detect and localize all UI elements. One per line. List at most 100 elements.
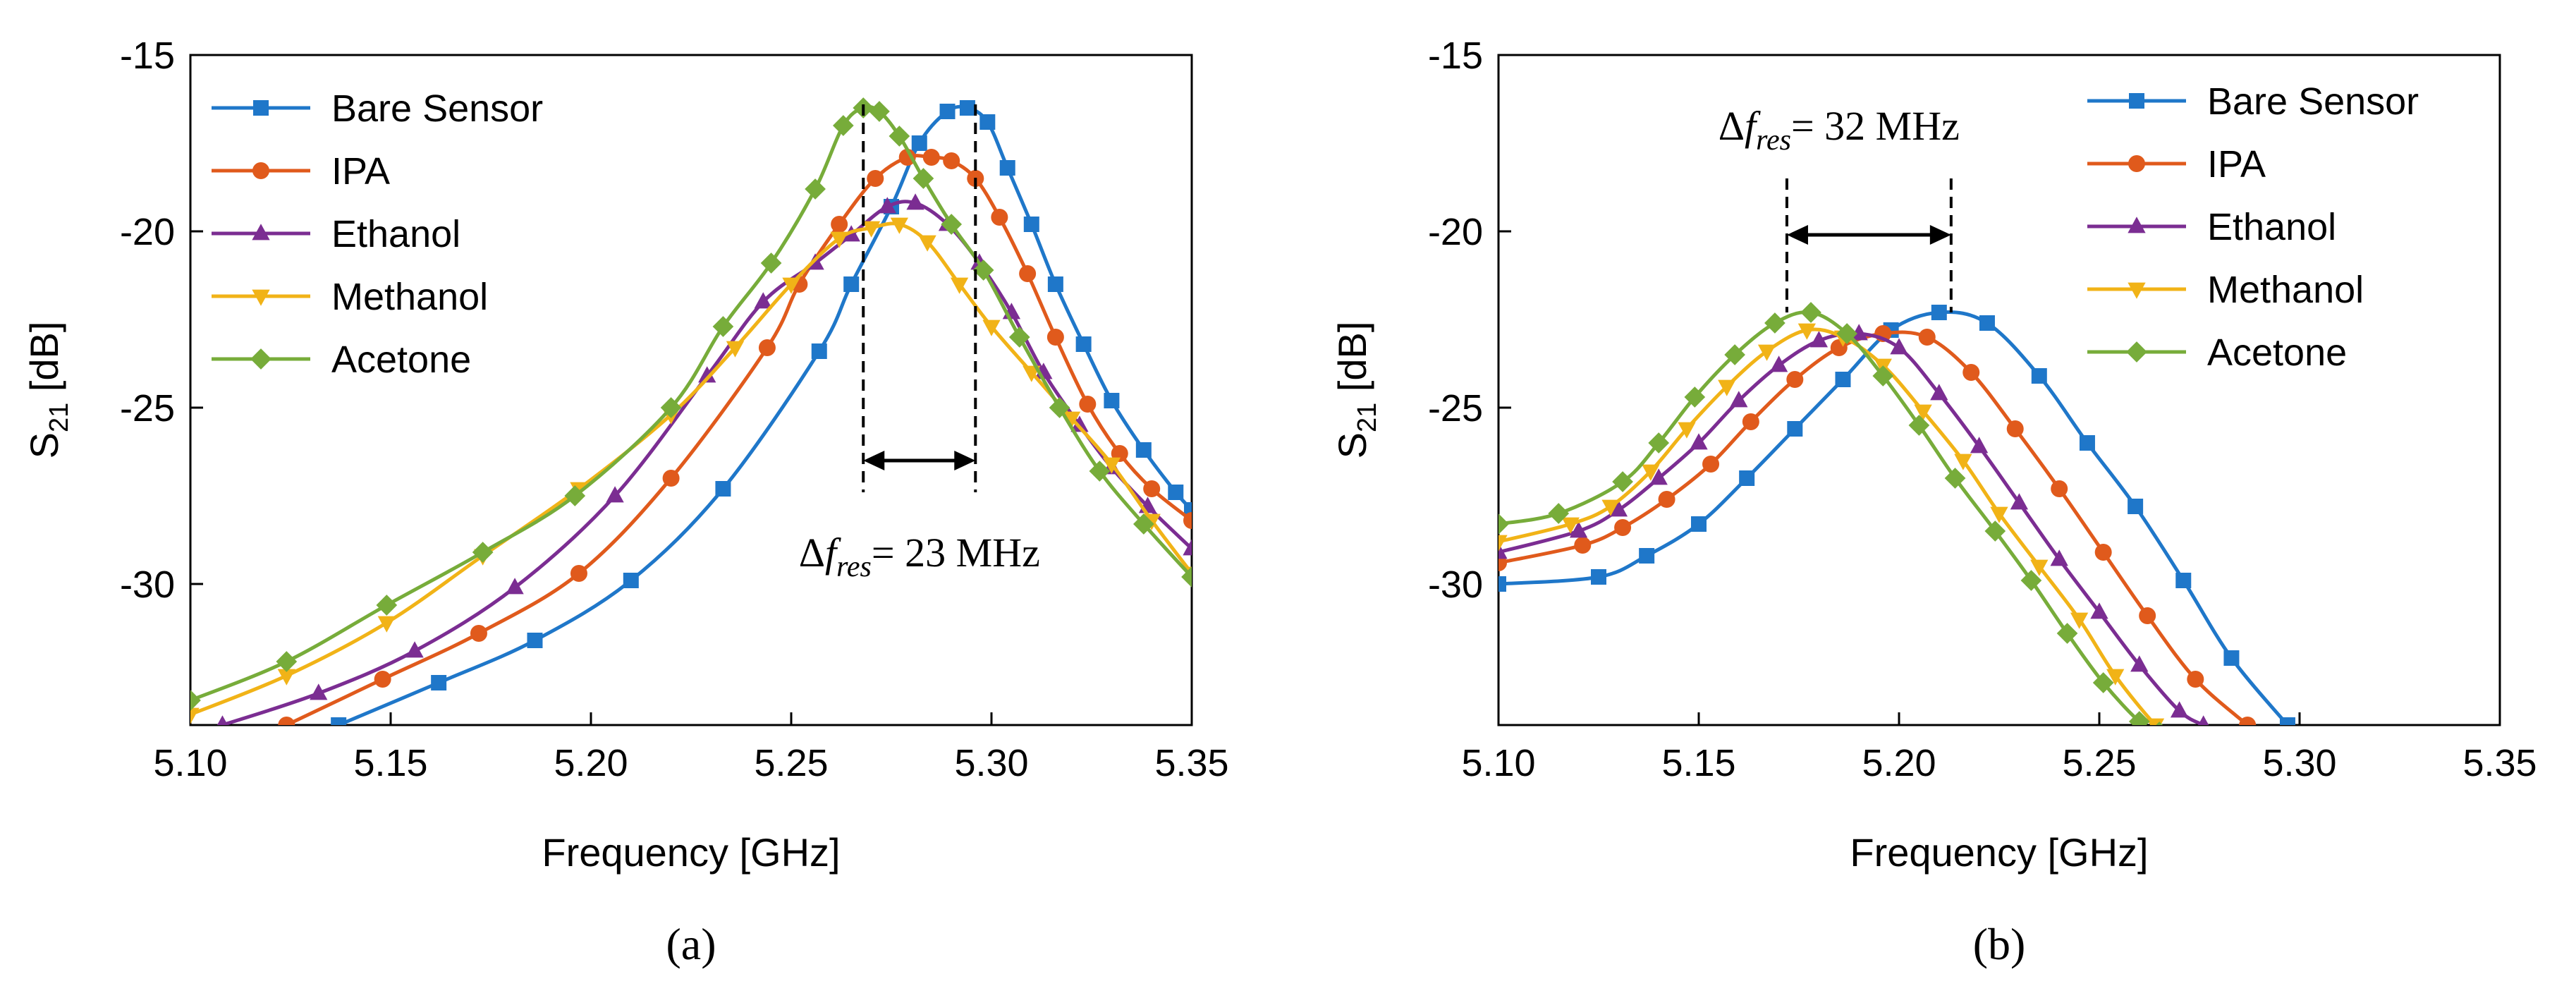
data-point (2279, 717, 2295, 725)
data-point (1918, 329, 1936, 346)
data-point (1769, 355, 1788, 372)
data-point (2239, 717, 2257, 725)
data-point (1739, 470, 1755, 486)
y-tick-label: -15 (120, 35, 175, 77)
data-point (1612, 471, 1633, 492)
data-point (1498, 576, 1506, 592)
legend-marker (252, 162, 269, 179)
data-point (1836, 323, 1858, 344)
legend-item-acetone: Acetone (2087, 331, 2347, 374)
data-point (1970, 437, 1989, 454)
data-point (1008, 327, 1030, 348)
data-point (190, 690, 201, 711)
panel-label: (a) (666, 919, 716, 969)
delta-arrow-head-left (863, 451, 885, 470)
data-point (1047, 276, 1063, 292)
data-point (1181, 566, 1192, 588)
data-point (869, 101, 890, 122)
legend-item-ethanol: Ethanol (212, 213, 460, 255)
delta-f-label: Δfres= 23 MHz (799, 530, 1040, 583)
legend-label: Acetone (331, 339, 471, 381)
data-point (1764, 312, 1786, 334)
data-point (1102, 457, 1121, 474)
y-tick-label: -30 (1428, 564, 1483, 606)
legend-item-ethanol: Ethanol (2087, 206, 2336, 248)
legend-label: Acetone (2207, 331, 2347, 374)
legend-label: Methanol (2207, 269, 2364, 311)
series-methanol (1498, 323, 2180, 745)
data-point (2156, 722, 2163, 725)
legend-label: Bare Sensor (2207, 80, 2419, 123)
data-point (1724, 344, 1745, 365)
delta-arrow-head-right (954, 451, 976, 470)
y-axis-label: S21 [dB] (22, 322, 74, 459)
data-point (1962, 364, 1980, 381)
chart-panel-b: 5.10 5.15 5.20 5.25 5.30 5.35 -15 -20 -25 -30 Δfr… (1330, 35, 2537, 969)
data-point (1609, 500, 1628, 517)
data-point (1168, 485, 1184, 500)
y-tick-label: -30 (120, 564, 175, 606)
data-point (1183, 539, 1192, 556)
data-point (979, 114, 996, 130)
delta-f-value: = 23 MHz (872, 530, 1040, 576)
data-point (662, 470, 680, 487)
x-tick-label: 5.10 (1461, 742, 1535, 784)
y-axis-label-main: S (1330, 432, 1374, 458)
data-point (1574, 537, 1592, 554)
data-point (606, 486, 624, 503)
data-point (1548, 503, 1570, 524)
data-point (331, 717, 347, 725)
data-point (918, 235, 936, 252)
data-point (623, 573, 639, 588)
series-group (190, 97, 1192, 725)
data-point (1702, 456, 1720, 473)
data-point (564, 485, 586, 506)
data-point (2020, 570, 2042, 591)
data-point (216, 715, 228, 725)
data-point (376, 595, 398, 616)
plot-frame (1497, 54, 2501, 726)
legend-item-bare-sensor: Bare Sensor (2087, 80, 2419, 123)
delta-f-annotation: Δfres= 32 MHz (1719, 103, 1960, 312)
series-line (1498, 327, 2159, 725)
data-point (1787, 421, 1803, 437)
series-acetone (190, 97, 1192, 711)
data-point (1183, 512, 1192, 529)
legend-item-acetone: Acetone (212, 339, 471, 381)
series-ethanol (1498, 324, 2209, 725)
legend-marker (2128, 282, 2146, 299)
data-point (1639, 548, 1655, 564)
data-point (911, 135, 927, 151)
data-point (2056, 623, 2078, 644)
data-point (2092, 672, 2114, 693)
data-point (1931, 305, 1947, 320)
legend-label: Bare Sensor (331, 87, 543, 130)
x-tick-label: 5.10 (153, 742, 227, 784)
data-point (2010, 493, 2029, 510)
data-point (2175, 573, 2192, 588)
data-point (950, 277, 969, 294)
axis-ticks: 5.10 5.15 5.20 5.25 5.30 5.35 -15 -20 -25 -30 (120, 35, 1229, 784)
data-point (570, 565, 587, 582)
x-tick-label: 5.25 (754, 742, 828, 784)
data-point (698, 366, 716, 383)
data-point (1718, 379, 1736, 396)
data-point (506, 578, 524, 595)
data-point (1049, 397, 1070, 418)
x-tick-label: 5.35 (1154, 742, 1228, 784)
legend-label: Ethanol (331, 213, 460, 255)
data-point (1075, 336, 1092, 352)
data-point (1591, 569, 1606, 585)
data-point (2163, 729, 2180, 745)
data-point (2106, 669, 2125, 686)
x-tick-label: 5.20 (1862, 742, 1936, 784)
data-point (1690, 433, 1708, 450)
data-point (1561, 517, 1580, 534)
data-point (1658, 491, 1675, 508)
data-point (959, 100, 975, 116)
data-point (2187, 671, 2204, 688)
data-point (1872, 365, 1894, 387)
data-point (972, 260, 994, 281)
series-ipa (278, 149, 1192, 725)
